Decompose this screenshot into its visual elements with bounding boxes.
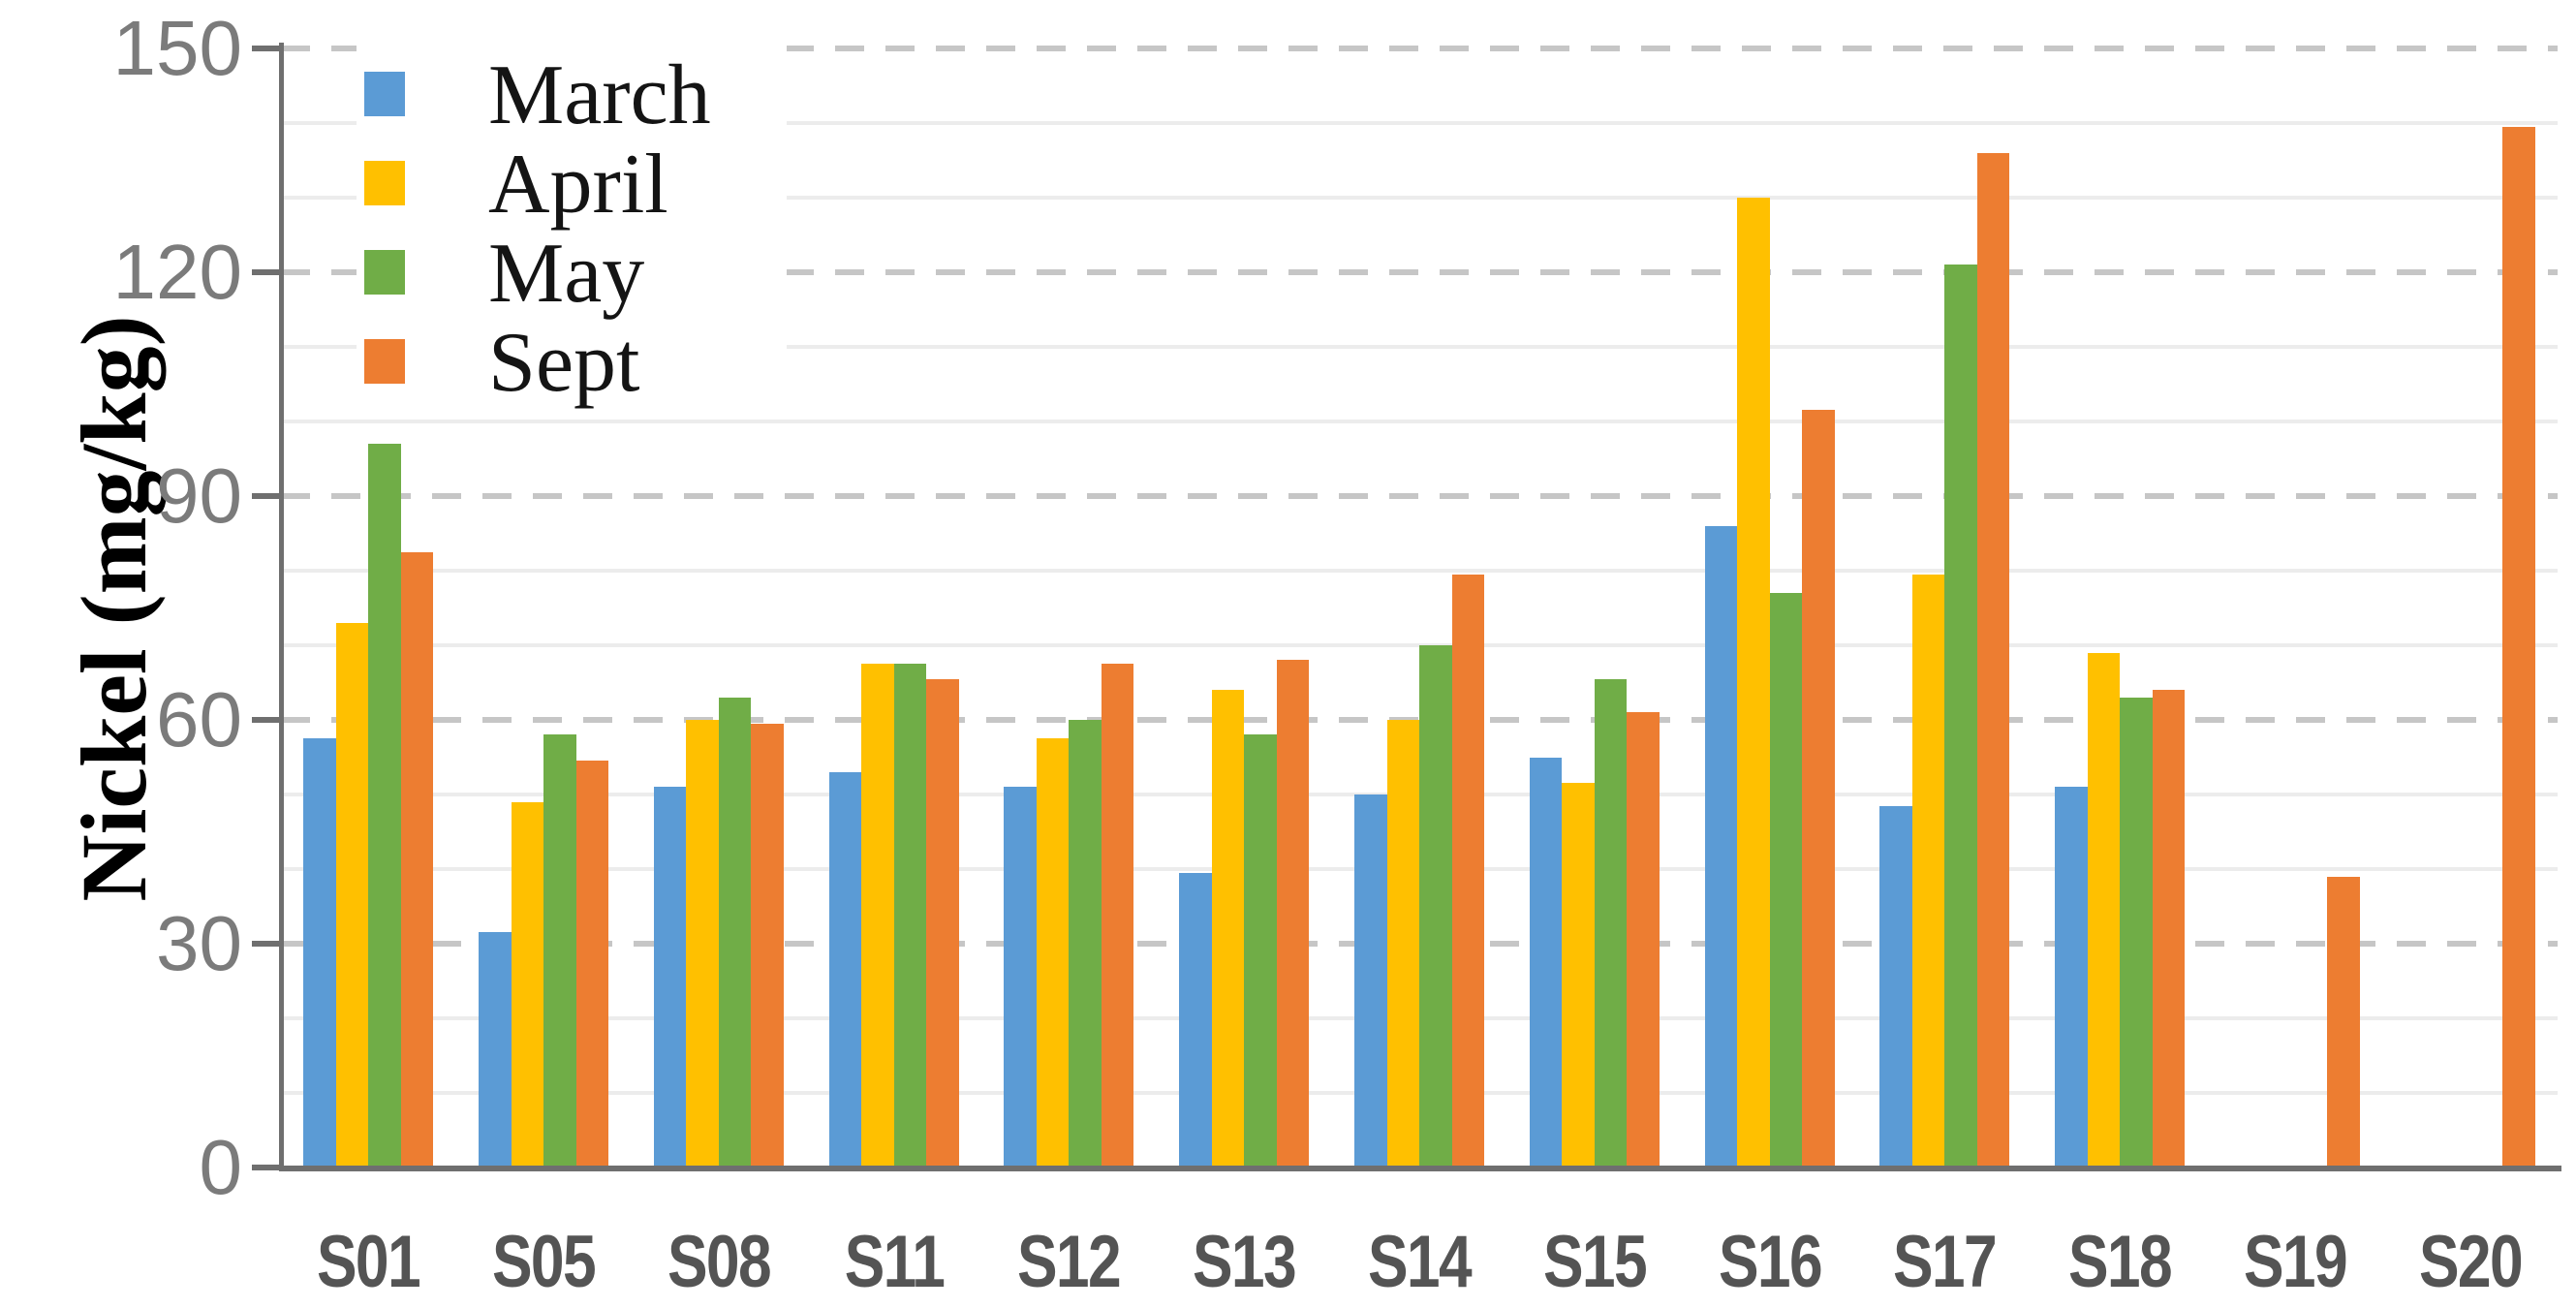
bar-sept-s19	[2327, 876, 2360, 1168]
y-axis-tick	[252, 493, 281, 499]
bar-sept-s12	[1101, 664, 1134, 1168]
minor-gridline	[281, 196, 2558, 200]
bar-sept-s15	[1627, 712, 1660, 1168]
legend-label: April	[488, 138, 668, 232]
bar-april-s01	[335, 622, 369, 1168]
bar-may-s16	[1769, 593, 1803, 1168]
bar-april-s12	[1036, 738, 1070, 1168]
bar-may-s15	[1594, 678, 1628, 1168]
bar-sept-s16	[1802, 410, 1835, 1168]
y-tick-label: 150	[112, 5, 242, 91]
bar-sept-s14	[1451, 574, 1484, 1168]
bar-may-s13	[1244, 734, 1277, 1168]
bar-sept-s08	[751, 723, 784, 1168]
bar-may-s08	[718, 697, 752, 1168]
y-axis-line	[279, 43, 284, 1170]
bar-april-s14	[1386, 720, 1419, 1168]
minor-gridline	[281, 420, 2558, 423]
minor-gridline	[281, 345, 2558, 349]
bar-april-s17	[1911, 574, 1945, 1168]
y-tick-label: 120	[112, 229, 242, 315]
y-tick-label: 30	[156, 900, 242, 986]
bar-sept-s13	[1276, 660, 1310, 1168]
x-tick-label-s05: S05	[492, 1221, 597, 1303]
x-tick-label-s12: S12	[1017, 1221, 1122, 1303]
legend-swatch-march	[364, 72, 405, 116]
major-gridline	[281, 46, 2558, 51]
bar-sept-s01	[400, 551, 434, 1168]
major-gridline	[281, 269, 2558, 275]
x-axis-line	[279, 1166, 2561, 1171]
legend-swatch-may	[364, 250, 405, 295]
bar-april-s16	[1737, 198, 1770, 1168]
x-tick-label-s19: S19	[2243, 1221, 2348, 1303]
y-axis-tick	[252, 1165, 281, 1170]
legend-item-march: March	[357, 48, 787, 142]
bar-april-s05	[511, 801, 544, 1168]
bar-sept-s11	[926, 678, 959, 1168]
bar-april-s18	[2087, 652, 2121, 1168]
y-axis-tick	[252, 46, 281, 51]
y-axis-tick	[252, 717, 281, 723]
bar-march-s08	[653, 787, 687, 1168]
bar-march-s13	[1179, 872, 1212, 1168]
bar-march-s18	[2055, 787, 2088, 1168]
bar-may-s18	[2120, 697, 2153, 1168]
x-tick-label-s17: S17	[1893, 1221, 1998, 1303]
x-tick-label-s13: S13	[1193, 1221, 1297, 1303]
bar-march-s17	[1879, 805, 1912, 1168]
x-tick-label-s15: S15	[1542, 1221, 1648, 1303]
legend-item-may: May	[357, 227, 787, 321]
bar-march-s15	[1529, 757, 1563, 1168]
legend: March April May Sept	[357, 45, 787, 419]
legend-label: May	[488, 227, 645, 321]
bar-may-s12	[1069, 720, 1102, 1168]
y-tick-label: 90	[156, 452, 242, 539]
y-axis-tick	[252, 269, 281, 275]
bar-april-s08	[686, 720, 719, 1168]
x-tick-label-s01: S01	[317, 1221, 421, 1303]
legend-swatch-sept	[364, 339, 405, 384]
bar-march-s01	[303, 738, 336, 1168]
bar-march-s12	[1004, 787, 1037, 1168]
legend-swatch-april	[364, 161, 405, 205]
legend-label: Sept	[488, 316, 640, 410]
x-tick-label-s18: S18	[2068, 1221, 2173, 1303]
x-tick-label-s11: S11	[844, 1221, 945, 1303]
x-tick-label-s14: S14	[1368, 1221, 1473, 1303]
bar-sept-s20	[2502, 126, 2535, 1168]
y-axis-tick	[252, 941, 281, 947]
y-tick-label: 0	[199, 1124, 243, 1210]
x-tick-label-s20: S20	[2418, 1221, 2524, 1303]
bar-may-s11	[893, 664, 927, 1168]
y-tick-label: 60	[156, 676, 242, 763]
x-tick-label-s16: S16	[1718, 1221, 1823, 1303]
bar-march-s11	[828, 771, 862, 1168]
bar-sept-s17	[1976, 152, 2010, 1168]
major-gridline	[281, 493, 2558, 499]
bar-sept-s05	[575, 761, 609, 1168]
bar-april-s11	[861, 664, 894, 1168]
bar-may-s14	[1419, 645, 1452, 1168]
minor-gridline	[281, 569, 2558, 573]
bar-march-s16	[1704, 525, 1738, 1168]
minor-gridline	[281, 121, 2558, 125]
bar-april-s13	[1211, 690, 1245, 1168]
bar-may-s05	[543, 734, 576, 1168]
bar-march-s05	[479, 932, 512, 1168]
bar-sept-s18	[2152, 690, 2186, 1168]
bar-april-s15	[1562, 783, 1595, 1168]
legend-item-april: April	[357, 138, 787, 232]
x-tick-label-s08: S08	[667, 1221, 772, 1303]
legend-item-sept: Sept	[357, 316, 787, 410]
legend-label: March	[488, 48, 711, 142]
bar-march-s14	[1354, 794, 1387, 1168]
bar-may-s17	[1944, 265, 1977, 1168]
bar-may-s01	[368, 444, 401, 1168]
